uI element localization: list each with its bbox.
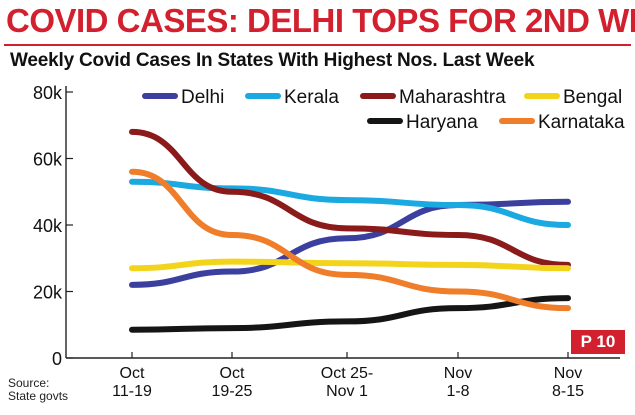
x-tick-label-line: 19-25 [212,383,253,400]
y-tick-label: 80k [33,83,63,103]
series-line-kerala [129,178,571,228]
legend-label-karnataka: Karnataka [538,112,625,133]
source-note: Source: State govts [8,377,68,403]
source-label: Source: [8,376,50,390]
x-tick-label-line: Oct [220,365,245,382]
x-tick-label-line: 11-19 [112,383,152,400]
page-badge: P 10 [571,330,625,354]
series-line-maharashtra [129,128,571,268]
source-value: State govts [8,389,69,403]
x-tick-label: Oct 19-25 [212,365,253,400]
x-tick-label-line: Nov [444,365,472,382]
legend-label-haryana: Haryana [406,112,478,133]
y-tick-label: 0 [52,349,62,369]
legend-label-delhi: Delhi [181,87,224,108]
y-tick-label: 20k [33,283,63,303]
legend-label-maharashtra: Maharashtra [399,87,506,108]
legend-label-bengal: Bengal [563,87,622,108]
x-tick-label: Nov 8-15 [552,365,584,400]
headline-rule [4,44,631,46]
y-tick-label: 40k [33,216,63,236]
headline: COVID CASES: DELHI TOPS FOR 2ND WK [6,2,635,39]
x-tick-label-line: 1-8 [446,383,469,400]
y-tick-label: 60k [33,150,63,170]
series-line-karnataka [129,168,571,312]
x-tick-label: Nov 1-8 [444,365,472,400]
x-tick-label-line: Oct [120,365,145,382]
legend-label-kerala: Kerala [284,87,339,108]
x-tick-label-line: Nov [554,365,582,382]
x-tick-label: Oct 25-Nov 1 [321,365,373,400]
x-tick-label-line: Nov 1 [326,383,368,400]
chart-title: Weekly Covid Cases In States With Highes… [10,50,535,71]
series-line-delhi [129,198,571,288]
x-tick-label: Oct 11-19 [112,365,152,400]
x-tick-label-line: Oct 25- [321,365,373,382]
series-line-bengal [129,258,571,272]
x-tick-label-line: 8-15 [552,383,584,400]
series-line-haryana [129,295,571,333]
